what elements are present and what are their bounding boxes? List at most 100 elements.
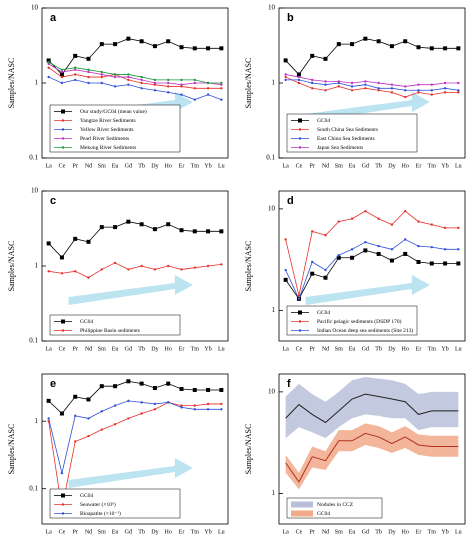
data-point [310,53,315,58]
data-point [443,91,447,94]
legend-marker [298,137,302,140]
data-point [403,251,408,256]
plot-frame [41,373,229,525]
data-point [140,78,143,82]
data-point [193,404,196,407]
series-line [48,63,222,86]
data-point [311,78,314,82]
x-tick-label: Yb [441,529,448,535]
data-point [113,423,117,426]
data-point [139,39,144,44]
data-point [113,42,118,47]
x-tick-label: Ho [165,529,172,535]
x-tick-label: Gd [362,346,369,352]
series-line [285,249,459,300]
data-point [47,75,50,79]
data-point [47,60,50,64]
data-point [324,83,327,86]
x-tick-label: Pr [73,529,78,535]
data-point [99,42,104,47]
data-point [179,386,184,391]
data-point [284,268,287,272]
data-point [87,75,90,79]
legend-marker [298,128,302,131]
legend-marker [298,118,302,123]
series-line [48,401,222,510]
data-point [390,248,394,251]
data-point [443,261,448,266]
data-point [220,402,223,406]
series-line [285,74,459,87]
series-line [285,76,459,98]
x-tick-label: Gd [125,163,132,169]
data-point [192,46,197,51]
x-tick-label: Lu [455,346,462,352]
y-tick-label: 1 [272,306,276,314]
data-point [46,58,51,63]
data-point [430,89,433,92]
data-point [311,87,314,90]
data-point [180,78,183,82]
legend-label: Pearl River Sediments [80,136,129,142]
x-tick-label: La [45,529,52,535]
data-point [73,394,78,399]
data-point [47,417,50,420]
data-point [87,70,90,74]
data-point [429,261,434,266]
data-point [74,270,77,273]
data-point [47,270,50,273]
legend-label: GC04 [317,511,330,517]
data-point [206,387,211,392]
legend-marker [61,512,65,515]
data-point [60,471,64,475]
data-point [206,229,211,234]
data-point [127,73,130,76]
data-point [417,91,420,94]
data-point [180,85,183,88]
data-point [404,85,407,88]
x-tick-label: Eu [349,346,356,352]
data-point [193,87,196,90]
data-point [180,404,183,407]
x-tick-label: Dy [388,163,395,169]
data-point [127,83,130,86]
data-point [74,68,77,71]
data-point [166,222,171,227]
data-point [167,78,170,82]
x-tick-label: Tb [375,529,382,535]
data-point [443,87,447,90]
x-tick-label: Ce [59,163,66,169]
data-point [364,87,367,90]
x-tick-label: Gd [362,163,369,169]
data-point [140,412,143,415]
data-point [297,81,301,85]
data-point [337,85,340,88]
legend-label: Our study/GC04 (mean value) [80,108,147,115]
data-point [46,398,51,403]
data-point [364,80,367,83]
data-point [179,228,184,233]
data-point [430,83,433,86]
data-point [377,217,380,220]
range-band [285,377,459,439]
data-point [192,229,197,234]
data-point [100,410,103,413]
data-point [73,236,78,241]
x-tick-label: Dy [151,346,158,352]
data-point [140,87,143,90]
x-tick-label: Tm [191,163,200,169]
y-tick-label: 1 [272,79,276,87]
data-point [220,263,223,266]
data-point [283,58,288,63]
data-point [404,89,407,92]
x-tick-label: Sm [98,163,106,169]
data-point [220,408,223,411]
data-point [324,89,327,92]
series-line [285,79,459,91]
legend-marker [61,503,65,506]
data-point [350,89,354,92]
data-point [86,397,91,402]
data-point [153,83,157,86]
legend-label: GC04 [317,118,330,124]
